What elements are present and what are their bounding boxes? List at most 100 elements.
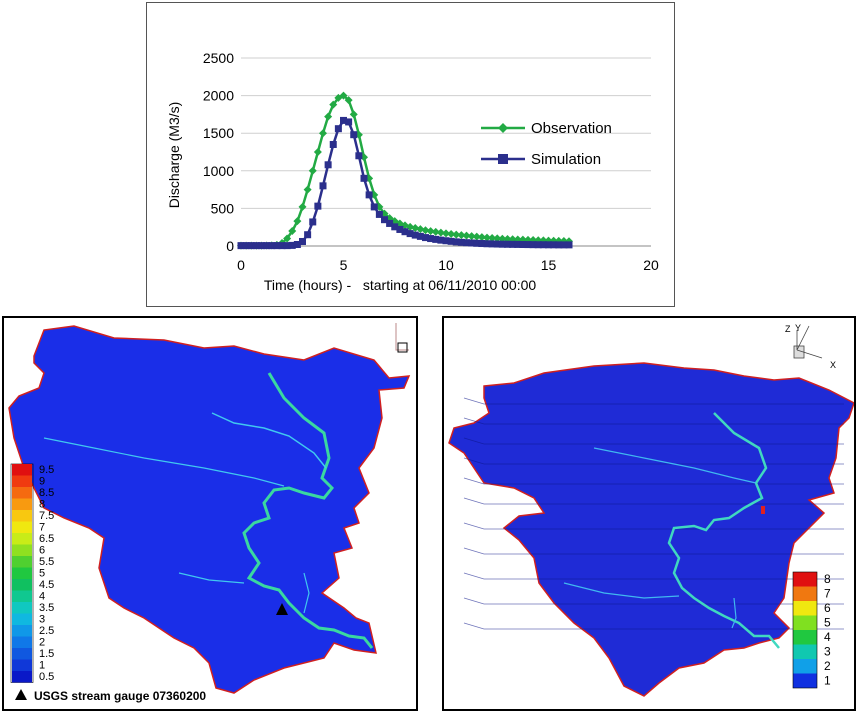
- simulation-point: [381, 216, 388, 224]
- observation-point: [298, 202, 307, 211]
- simulation-point: [386, 219, 394, 227]
- y-tick-label: 500: [211, 200, 235, 216]
- left-legend-swatch: [12, 625, 32, 637]
- observation-point: [477, 233, 486, 242]
- right-hotspot-marker: [761, 506, 765, 514]
- observation-point: [431, 227, 440, 236]
- left-legend-swatch: [12, 590, 32, 602]
- observation-point: [436, 228, 445, 237]
- left-legend-swatch: [12, 567, 32, 579]
- left-legend-swatch: [12, 487, 32, 499]
- terrain-ridge: [463, 497, 844, 505]
- chart-axes: 0 500 1000 1500 2000 2500 0 5 10 15 20: [203, 50, 659, 273]
- y-tick-label: 1000: [203, 163, 234, 179]
- left-watershed-area: [8, 325, 411, 694]
- right-tributary-3: [731, 597, 737, 629]
- simulation-point: [329, 140, 337, 148]
- right-legend-swatch: [793, 659, 817, 674]
- observation-point: [324, 112, 333, 121]
- simulation-point: [288, 241, 296, 249]
- observation-point: [319, 129, 327, 138]
- left-legend-swatch: [12, 556, 32, 568]
- left-legend-label: 4: [39, 591, 45, 603]
- simulation-point: [237, 242, 245, 250]
- right-legend-label: 2: [824, 659, 831, 673]
- simulation-point: [401, 228, 409, 236]
- x-tick-label: 20: [643, 257, 659, 273]
- observation-point: [349, 110, 358, 119]
- simulation-point: [488, 240, 496, 248]
- left-legend-swatch: [12, 475, 32, 487]
- observation-point: [442, 229, 450, 238]
- simulation-point: [422, 234, 429, 242]
- left-legend-label: 9: [39, 476, 45, 488]
- chart-series: [237, 91, 573, 250]
- simulation-point: [293, 240, 301, 248]
- y-axis-label: Discharge (M3/s): [166, 102, 182, 209]
- simulation-point: [504, 240, 511, 248]
- left-legend-label: 7: [39, 522, 45, 534]
- axis-triad-icon: Z Y X: [785, 323, 836, 370]
- left-legend-swatch: [12, 510, 32, 522]
- simulation-point: [268, 242, 276, 250]
- simulation-point: [304, 231, 312, 239]
- left-river-network: [43, 372, 374, 649]
- simulation-point: [457, 238, 465, 246]
- left-legend-label: 0.5: [39, 671, 54, 683]
- simulation-point: [370, 203, 378, 211]
- simulation-point: [545, 241, 552, 249]
- observation-point: [462, 231, 471, 240]
- simulation-point: [365, 191, 373, 199]
- axis-z-label: Z: [785, 324, 791, 334]
- x-axis-label: Time (hours) - starting at 06/11/2010 00…: [264, 277, 537, 293]
- left-legend-swatch: [12, 602, 32, 614]
- simulation-point: [442, 237, 450, 245]
- observation-point: [457, 231, 466, 240]
- left-flood-depth-map: 9.5 9 8.5 8 7.5 7 6.5 6 5.5 5 4.5 4 3.5 3 2.5 2 1.5 1 0.5 …: [2, 316, 418, 711]
- right-legend-swatch: [793, 601, 817, 616]
- simulation-point: [411, 231, 419, 239]
- simulation-point: [391, 223, 399, 231]
- x-tick-label: 0: [237, 257, 245, 273]
- left-legend-swatch: [12, 544, 32, 556]
- left-tributary-1: [211, 412, 327, 469]
- left-legend-label: 3: [39, 614, 45, 626]
- left-legend-swatch: [12, 636, 32, 648]
- right-tributary-2: [563, 582, 680, 599]
- right-legend-swatch: [793, 630, 817, 645]
- simulation-point: [463, 239, 470, 247]
- left-legend-label: 6.5: [39, 533, 54, 545]
- right-legend-label: 1: [824, 674, 831, 688]
- terrain-ridge: [463, 417, 844, 425]
- left-legend-swatch: [12, 648, 32, 660]
- left-legend-swatch: [12, 521, 32, 533]
- observation-point: [344, 96, 353, 105]
- simulation-point: [473, 239, 481, 247]
- right-legend-label: 6: [824, 601, 831, 615]
- simulation-point: [334, 125, 342, 133]
- observation-point: [293, 217, 302, 226]
- terrain-ridge: [463, 437, 844, 445]
- right-legend-swatch: [793, 586, 817, 601]
- right-watershed-area: [448, 362, 855, 697]
- simulation-point: [247, 242, 255, 250]
- legend-swatch-marker: [498, 123, 508, 133]
- right-legend-frame: [792, 571, 818, 689]
- left-legend-label: 8.5: [39, 487, 54, 499]
- right-legend-label: 3: [824, 645, 831, 659]
- y-tick-label: 2500: [203, 50, 234, 66]
- right-legend-label: 4: [824, 630, 831, 644]
- simulation-point: [375, 210, 383, 218]
- simulation-point: [278, 242, 286, 250]
- right-main-channel: [667, 412, 780, 649]
- legend-label: Observation: [531, 120, 612, 137]
- right-terrain-ridges: [463, 397, 844, 630]
- simulation-point: [432, 235, 440, 243]
- simulation-point: [309, 218, 317, 226]
- simulation-point: [427, 235, 435, 243]
- chart-legend: Observation Simulation: [481, 120, 612, 168]
- left-legend-label: 4.5: [39, 579, 54, 591]
- simulation-point: [452, 238, 460, 246]
